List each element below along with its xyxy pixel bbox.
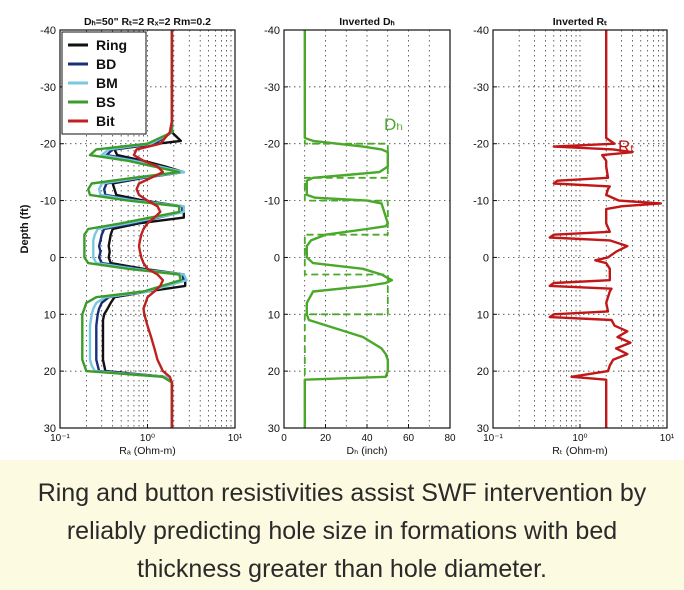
y-tick-label: -40 (264, 25, 280, 37)
y-tick-label: -40 (473, 25, 489, 37)
y-tick-label: -20 (473, 139, 489, 151)
panel-2-annotation: Dₕ (384, 115, 403, 134)
series-line-1 (548, 30, 663, 428)
x-tick-label: 10⁰ (140, 433, 155, 444)
panel-3-series (548, 30, 663, 428)
panel-2-title: Inverted Dₕ (339, 16, 395, 28)
y-tick-label: 20 (477, 366, 489, 378)
y-tick-label: -30 (473, 82, 489, 94)
y-tick-label: -40 (40, 25, 56, 37)
y-tick-label: 20 (44, 366, 56, 378)
y-tick-label: -10 (40, 196, 56, 208)
series-line-1 (303, 30, 394, 428)
y-tick-label: -20 (264, 139, 280, 151)
series-bit-line (132, 30, 174, 428)
y-tick-label: 30 (477, 423, 489, 435)
legend: Ring BD BM BS Bit (61, 31, 147, 135)
panel-3-axes-box (492, 29, 668, 429)
panel-1-xlabel: Rₐ (Ohm-m) (119, 445, 175, 457)
x-tick-label: 10¹ (228, 433, 243, 444)
panel-1-ylabel: Depth (ft) (19, 204, 31, 253)
x-tick-label: 60 (403, 433, 415, 444)
panel-3-title: Inverted Rₜ (553, 16, 607, 28)
y-tick-label: 20 (268, 366, 280, 378)
y-tick-label: -20 (40, 139, 56, 151)
panel-3-annotation: Rₜ (618, 137, 635, 156)
legend-label-bit: Bit (96, 113, 115, 129)
legend-label-ring: Ring (96, 37, 127, 53)
figure: -40 -30 -20 -10 0 10 20 30 10⁻¹ 10⁰ 10¹ Dₕ=50" Rₜ=2… (19, 16, 675, 457)
y-tick-label: -30 (40, 82, 56, 94)
panel-2-xlabel: Dₕ (inch) (346, 445, 387, 457)
y-tick-label: 30 (268, 423, 280, 435)
legend-label-bm: BM (96, 75, 118, 91)
x-tick-label: 10⁻¹ (483, 433, 503, 444)
x-tick-label: 10⁻¹ (50, 433, 70, 444)
x-tick-label: 10¹ (660, 433, 675, 444)
y-tick-label: 30 (44, 423, 56, 435)
panel-2-series (303, 30, 394, 428)
caption-text: Ring and button resistivities assist SWF… (37, 479, 647, 583)
caption-box: Ring and button resistivities assist SWF… (0, 460, 684, 590)
x-tick-label: 0 (281, 433, 287, 444)
series-bs-line (81, 30, 183, 428)
x-tick-label: 80 (444, 433, 456, 444)
x-tick-label: 10⁰ (572, 433, 587, 444)
panel-3-xlabel: Rₜ (Ohm-m) (552, 445, 608, 457)
y-tick-label: 10 (477, 309, 489, 321)
y-tick-label: -10 (473, 196, 489, 208)
x-tick-label: 20 (320, 433, 332, 444)
y-tick-label: 0 (50, 252, 56, 264)
y-tick-label: 0 (483, 252, 489, 264)
y-tick-label: -30 (264, 82, 280, 94)
series-line-2 (303, 30, 389, 428)
y-tick-label: 10 (44, 309, 56, 321)
y-tick-label: 0 (274, 252, 280, 264)
legend-label-bd: BD (96, 56, 116, 72)
panel-1-series (81, 30, 188, 428)
y-tick-label: 10 (268, 309, 280, 321)
panel-1-title: Dₕ=50" Rₜ=2 Rₓ=2 Rm=0.2 (84, 16, 211, 28)
x-tick-label: 40 (361, 433, 373, 444)
panel-3-grid (492, 29, 668, 429)
y-tick-label: -10 (264, 196, 280, 208)
legend-label-bs: BS (96, 94, 115, 110)
